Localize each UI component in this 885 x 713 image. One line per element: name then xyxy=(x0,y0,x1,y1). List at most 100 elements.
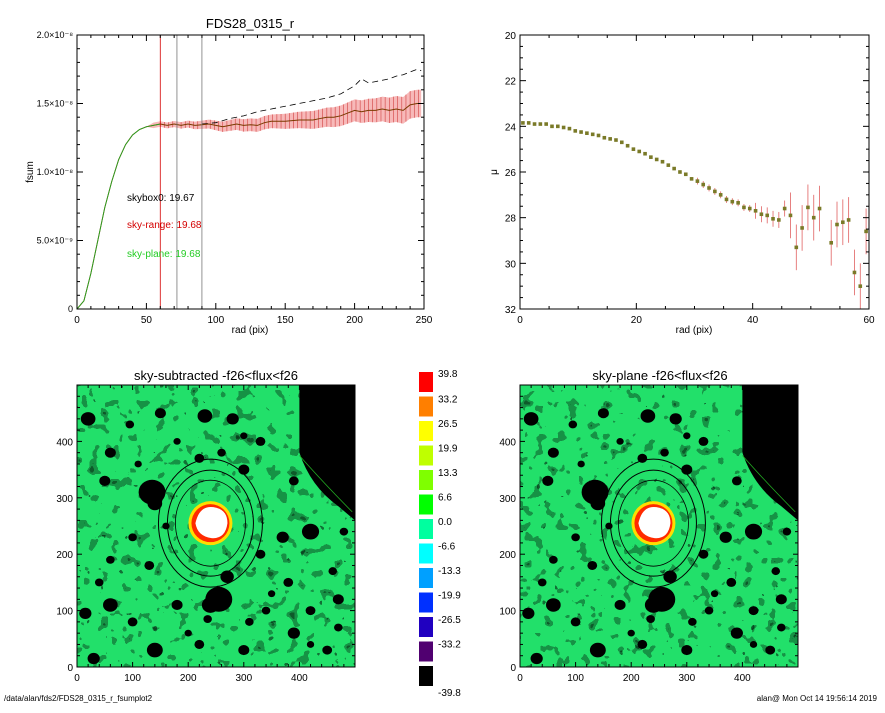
masked-source xyxy=(782,527,792,536)
mu-point xyxy=(643,151,647,156)
masked-source xyxy=(549,555,558,564)
outer-annulus xyxy=(600,458,706,588)
masked-source xyxy=(646,615,655,624)
x-tick-label: 100 xyxy=(124,673,141,684)
y-tick-label: 24 xyxy=(505,122,517,133)
annotation-sky-range: sky-range: 19.68 xyxy=(127,220,202,231)
x-tick-label: 0 xyxy=(74,673,80,684)
mu-point xyxy=(625,143,630,148)
mu-point xyxy=(579,130,583,134)
y-tick-label: 32 xyxy=(505,305,517,316)
masked-source xyxy=(704,606,714,615)
galaxy-core-saturated xyxy=(638,506,671,539)
mu-point xyxy=(590,132,595,137)
masked-source xyxy=(288,476,299,486)
fsum-plot-frame xyxy=(76,34,425,310)
mu-point xyxy=(759,212,764,217)
x-tick-label: 300 xyxy=(678,673,695,684)
y-tick-label: 1.0×10⁻⁸ xyxy=(37,167,74,177)
y-tick-label: 200 xyxy=(499,550,516,561)
masked-source xyxy=(276,531,289,543)
y-tick-label: 0 xyxy=(68,304,73,314)
masked-source xyxy=(765,645,776,655)
sky-subtracted-axes: 0 100 200 300 400 0 100 200 300 400 xyxy=(56,385,355,684)
colorbar-swatch xyxy=(419,641,433,662)
mu-point xyxy=(678,170,682,174)
masked-source xyxy=(597,408,609,419)
masked-source xyxy=(197,409,213,423)
sky-subtracted-frame xyxy=(76,384,356,668)
mu-point xyxy=(841,220,845,225)
mu-point xyxy=(852,270,857,275)
colorbar-swatch xyxy=(419,470,433,490)
masked-source xyxy=(171,599,183,611)
series-fsum-line xyxy=(76,103,422,310)
mu-point xyxy=(858,284,863,288)
mu-point xyxy=(567,126,572,131)
mu-point xyxy=(614,138,618,142)
masked-source xyxy=(637,453,648,463)
masked-source xyxy=(94,578,104,587)
masked-source xyxy=(334,623,343,632)
x-tick-label: 50 xyxy=(141,315,153,326)
masked-source xyxy=(80,412,96,426)
masked-source xyxy=(537,578,547,587)
mu-point xyxy=(550,124,554,129)
mu-x-label: rad (pix) xyxy=(676,325,713,336)
masked-source xyxy=(306,641,315,648)
mu-point xyxy=(596,133,601,138)
mu-point xyxy=(707,186,711,190)
sky-subtracted-image xyxy=(77,385,355,667)
masked-source xyxy=(328,567,338,576)
x-tick-label: 150 xyxy=(277,315,294,326)
x-tick-label: 400 xyxy=(734,673,751,684)
masked-region xyxy=(299,385,355,521)
mu-point xyxy=(846,218,851,222)
sky-plane-image xyxy=(520,385,798,667)
masked-source xyxy=(577,460,585,468)
colorbar-label: 19.9 xyxy=(438,444,458,455)
mu-point xyxy=(538,122,543,126)
masked-source xyxy=(546,598,561,612)
masked-source xyxy=(644,597,663,613)
masked-source xyxy=(698,549,709,559)
y-tick-label: 22 xyxy=(505,77,517,88)
x-tick-label: 300 xyxy=(235,673,252,684)
mu-point xyxy=(526,121,531,125)
mu-point xyxy=(619,140,624,145)
x-tick-label: 200 xyxy=(346,315,363,326)
masked-source xyxy=(134,460,142,468)
masked-source xyxy=(775,594,787,605)
masked-source xyxy=(267,590,276,598)
colorbar-swatch xyxy=(419,372,433,392)
x-tick-label: 20 xyxy=(631,315,643,326)
masked-source xyxy=(777,623,786,632)
colorbar-swatch xyxy=(419,666,433,686)
error-band xyxy=(77,89,422,309)
masked-source xyxy=(99,475,111,486)
masked-source xyxy=(683,432,691,440)
mu-point xyxy=(777,218,781,222)
colorbar-swatch xyxy=(419,421,433,441)
mu-point xyxy=(724,197,729,202)
masked-region xyxy=(742,385,798,521)
mu-point xyxy=(666,163,671,167)
x-tick-label: 60 xyxy=(863,315,875,326)
masked-source xyxy=(238,645,250,656)
masked-source xyxy=(522,607,535,620)
masked-source xyxy=(162,522,170,530)
masked-source xyxy=(332,594,344,605)
x-tick-label: 200 xyxy=(623,673,640,684)
mu-point xyxy=(788,213,793,218)
colorbar-swatch xyxy=(419,617,433,637)
inner-annulus xyxy=(175,479,246,567)
masked-source xyxy=(744,523,763,540)
masked-source xyxy=(547,447,559,458)
colorbar-label: 33.2 xyxy=(438,395,458,406)
masked-source xyxy=(79,607,92,620)
colorbar-label: -13.3 xyxy=(438,566,461,577)
x-tick-label: 100 xyxy=(567,673,584,684)
colorbar-label: -39.8 xyxy=(438,688,461,699)
colorbar-label: 13.3 xyxy=(438,468,458,479)
colorbar-label: 0.0 xyxy=(438,517,452,528)
